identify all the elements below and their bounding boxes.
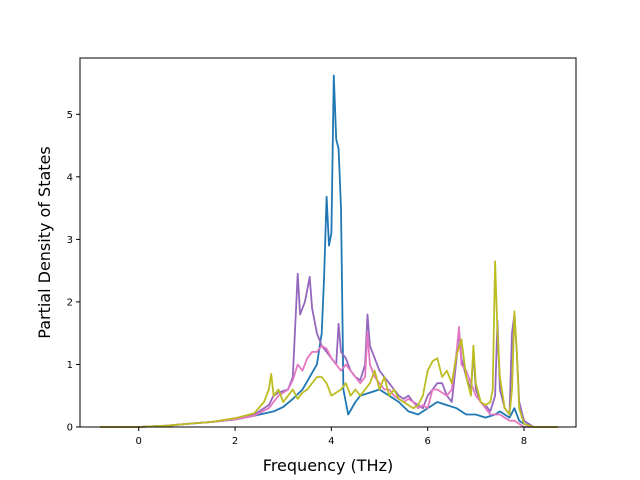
x-axis-label: Frequency (THz) bbox=[263, 456, 393, 475]
y-tick-label: 4 bbox=[67, 172, 73, 183]
x-tick-label: 4 bbox=[328, 436, 334, 447]
y-ticks: 0 1 2 3 4 5 bbox=[67, 110, 80, 434]
x-tick-label: 6 bbox=[424, 436, 430, 447]
series-line-2 bbox=[100, 272, 558, 428]
y-axis-label: Partial Density of States bbox=[35, 146, 54, 338]
y-tick-label: 2 bbox=[67, 297, 73, 308]
plot-area bbox=[79, 57, 577, 428]
x-tick-label: 8 bbox=[521, 436, 527, 447]
x-tick-label: 2 bbox=[232, 436, 238, 447]
x-tick-label: 0 bbox=[136, 436, 142, 447]
y-tick-label: 1 bbox=[67, 360, 73, 371]
y-tick-label: 3 bbox=[67, 235, 73, 246]
y-tick-label: 5 bbox=[67, 110, 73, 121]
series-line-4 bbox=[100, 260, 558, 428]
series-line-3 bbox=[100, 326, 558, 428]
y-tick-label: 0 bbox=[67, 423, 73, 434]
x-ticks: 0 2 4 6 8 bbox=[136, 427, 527, 447]
axes-frame bbox=[79, 57, 577, 428]
series-layer bbox=[100, 74, 558, 428]
series-line-1 bbox=[100, 74, 558, 428]
